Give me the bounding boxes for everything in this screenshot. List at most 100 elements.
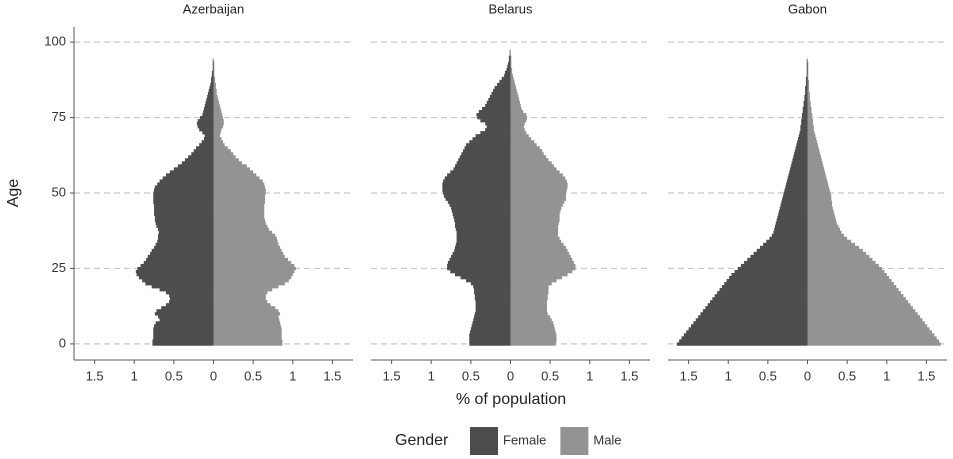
bar	[173, 167, 214, 171]
bar	[491, 91, 511, 96]
bar	[771, 233, 808, 238]
bar	[213, 185, 266, 189]
bar	[213, 251, 284, 256]
bar	[213, 106, 221, 111]
bar	[807, 143, 818, 147]
bar	[158, 227, 214, 232]
bar	[807, 242, 856, 247]
bar	[510, 82, 516, 87]
bar	[510, 113, 527, 117]
bar	[208, 88, 214, 93]
bar	[690, 324, 808, 328]
bar	[207, 94, 214, 99]
bar	[787, 176, 808, 180]
bar	[807, 103, 811, 108]
bar	[799, 131, 808, 135]
bar	[807, 113, 813, 117]
bar	[796, 143, 808, 147]
bar	[154, 245, 214, 250]
bar	[474, 297, 511, 301]
bar	[213, 324, 281, 328]
bar	[807, 291, 902, 295]
bar	[213, 336, 282, 340]
bar	[510, 137, 532, 141]
legend-swatch	[470, 427, 498, 455]
bar	[213, 212, 265, 216]
bar	[510, 248, 568, 253]
bar	[213, 188, 266, 192]
bar	[510, 134, 529, 138]
bar	[212, 61, 214, 66]
bar	[807, 128, 814, 132]
panel-title: Gabon	[788, 1, 827, 16]
bar	[469, 339, 511, 343]
bar	[510, 227, 559, 232]
bar	[807, 61, 809, 66]
bar	[462, 149, 511, 153]
bar	[213, 97, 219, 102]
bar	[510, 342, 556, 346]
bar	[731, 272, 808, 277]
bar	[510, 266, 576, 271]
bar	[455, 272, 511, 277]
bar	[153, 197, 214, 201]
bar	[213, 260, 292, 265]
bar	[508, 55, 511, 59]
bar	[807, 285, 897, 289]
bar	[807, 82, 810, 87]
bar	[499, 79, 511, 84]
bar	[213, 85, 216, 90]
bar	[213, 327, 282, 331]
bar	[781, 200, 808, 204]
bar	[510, 197, 566, 201]
bar	[807, 336, 937, 340]
bar	[212, 67, 214, 72]
bar	[486, 100, 511, 105]
bar	[154, 188, 214, 192]
bar	[807, 300, 909, 304]
bar	[714, 294, 808, 298]
bar	[801, 119, 808, 123]
y-tick-label: 0	[59, 335, 66, 350]
bar	[213, 67, 215, 72]
bar	[794, 149, 808, 153]
bar	[494, 85, 511, 90]
bar	[213, 254, 285, 259]
bar	[793, 155, 808, 159]
bar	[458, 158, 511, 162]
bar	[213, 149, 231, 153]
bar	[451, 209, 511, 213]
bar	[475, 309, 511, 313]
bar	[161, 306, 214, 310]
bar	[211, 70, 214, 75]
bar	[510, 327, 555, 331]
bar	[807, 185, 829, 189]
bar	[759, 245, 808, 250]
bar	[510, 263, 576, 268]
bar	[700, 312, 808, 316]
bar	[213, 103, 220, 108]
bar	[807, 221, 837, 225]
bar	[443, 194, 511, 198]
bar	[510, 330, 556, 334]
bar	[447, 200, 511, 204]
bar	[806, 70, 808, 75]
bar	[447, 263, 511, 268]
legend-label: Female	[503, 432, 546, 447]
bar	[470, 282, 511, 286]
bar	[717, 291, 808, 295]
bar	[807, 272, 887, 277]
bar	[807, 194, 832, 198]
x-tick-label: 1.5	[323, 368, 341, 383]
bar	[693, 321, 808, 325]
bar	[806, 61, 808, 66]
bar	[197, 119, 214, 123]
y-axis-title: Age	[5, 179, 22, 208]
bar	[786, 179, 808, 183]
bar	[474, 315, 511, 319]
bar	[807, 203, 833, 207]
bar	[213, 206, 265, 210]
bar	[447, 173, 511, 177]
bar	[213, 321, 281, 325]
